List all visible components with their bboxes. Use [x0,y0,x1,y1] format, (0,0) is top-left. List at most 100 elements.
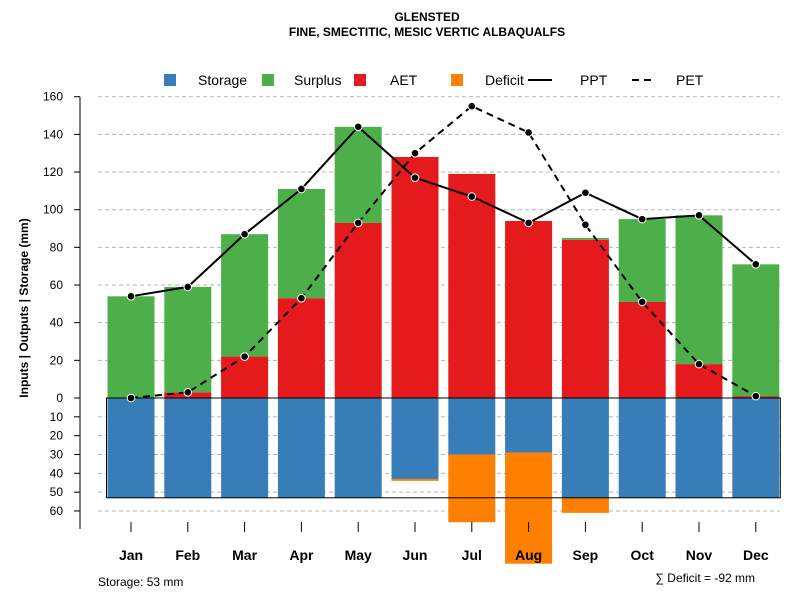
month-label-jan: Jan [119,547,143,563]
ppt-point-nov [694,211,704,220]
storage-bar-mar [221,398,269,498]
storage-bar-apr [277,398,325,498]
storage-capacity-box [106,397,781,499]
month-label-may: May [345,547,372,563]
ppt-point-aug [524,218,533,228]
y-tick-label-80: 80 [50,240,64,254]
grid-lines [98,96,780,512]
storage-bar-jul [448,398,496,455]
aet-bar-oct [618,301,666,398]
month-label-jul: Jul [462,547,482,563]
surplus-bar-oct [618,219,666,302]
storage-bar-aug [505,398,553,453]
surplus-bar-mar [221,234,269,357]
y-tick-label-neg-10: 10 [50,410,64,424]
legend-label-storage: Storage [198,72,247,88]
month-label-jun: Jun [403,547,428,563]
surplus-bar-dec [732,264,780,397]
y-tick-label-20: 20 [50,353,64,367]
deficit-bar-sep [561,497,609,513]
deficit-note: ∑ Deficit = -92 mm [655,571,755,585]
aet-bar-may [334,222,382,398]
storage-bar-feb [164,398,212,498]
month-label-sep: Sep [573,547,599,563]
deficit-bar-jul [448,454,496,523]
month-label-nov: Nov [686,547,713,563]
storage-bar-oct [618,398,666,498]
legend: Storage Surplus AET Deficit PPT PET [164,72,704,88]
pet-point-nov [694,359,704,369]
pet-point-jan [126,393,136,403]
legend-label-deficit: Deficit [485,72,524,88]
y-tick-label-140: 140 [43,127,63,141]
pet-point-dec [751,391,761,401]
pet-point-apr [297,293,306,303]
ppt-point-jan [126,292,136,301]
pet-point-feb [183,388,193,397]
y-tick-label-neg-60: 60 [50,504,64,518]
chart-title: GLENSTED [394,10,460,24]
deficit-bar-aug [505,452,553,564]
month-label-mar: Mar [232,547,257,563]
legend-label-pet: PET [676,72,704,88]
axes: 0 20 40 60 80 100 120 140 160 10 20 30 40 50 60 Jan Feb M… [43,90,769,563]
deficit-bar-jun [391,478,439,481]
aet-bar-mar [221,356,269,398]
pet-point-sep [581,220,590,230]
aet-bar-jul [448,173,496,398]
pet-point-mar [240,352,249,361]
pet-point-may [353,218,363,228]
y-tick-label-0: 0 [56,391,63,405]
aet-bar-nov [675,364,723,398]
surplus-bar-apr [277,188,325,299]
legend-swatch-aet [354,74,366,86]
aet-bar-apr [277,298,325,398]
aet-bar-aug [505,220,553,398]
ppt-point-jul [467,192,477,201]
legend-label-ppt: PPT [580,72,608,88]
storage-bar-nov [675,398,723,498]
month-label-apr: Apr [289,547,314,563]
legend-label-aet: AET [390,72,418,88]
ppt-point-jun [410,173,420,182]
storage-note: Storage: 53 mm [98,575,183,589]
legend-swatch-storage [164,74,176,86]
legend-swatch-deficit [451,74,463,86]
storage-bar-may [334,398,382,498]
y-tick-label-120: 120 [43,165,63,179]
aet-bar-sep [561,239,609,398]
y-tick-label-neg-40: 40 [50,466,64,480]
y-tick-label-160: 160 [43,90,63,104]
chart-subtitle: FINE, SMECTITIC, MESIC VERTIC ALBAQUALFS [289,25,565,39]
surplus-bar-jan [107,296,155,398]
ppt-point-feb [183,282,193,292]
month-label-aug: Aug [515,547,542,563]
surplus-bar-feb [164,286,212,393]
legend-swatch-surplus [262,74,274,86]
y-tick-label-neg-20: 20 [50,429,64,443]
legend-label-surplus: Surplus [294,72,341,88]
month-label-feb: Feb [175,547,200,563]
ppt-point-sep [581,188,590,198]
ppt-point-apr [297,184,306,194]
surplus-bar-nov [675,215,723,365]
storage-bar-dec [732,398,780,498]
y-tick-label-100: 100 [43,203,63,217]
y-tick-label-neg-50: 50 [50,485,64,499]
storage-frame [106,397,781,499]
pet-point-oct [637,297,647,307]
storage-bar-sep [561,398,609,498]
storage-bar-jun [391,398,439,479]
month-label-oct: Oct [631,547,655,563]
pet-point-aug [524,128,533,137]
y-axis-label: Inputs | Outputs | Storage (mm) [17,218,31,397]
storage-bar-jan [107,398,155,498]
pet-point-jul [467,101,477,111]
ppt-line [130,125,757,298]
month-label-dec: Dec [743,547,769,563]
y-tick-label-40: 40 [50,316,64,330]
pet-line [130,104,757,399]
ppt-point-dec [751,260,761,269]
aet-bar-jun [391,156,439,398]
